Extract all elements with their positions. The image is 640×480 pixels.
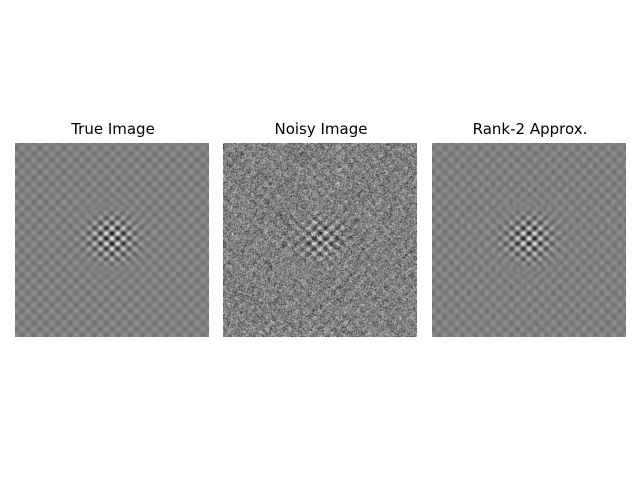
panel-title: True Image (71, 120, 155, 138)
noisy-image-canvas (223, 143, 417, 337)
true-image-canvas (15, 143, 209, 337)
panel-title: Noisy Image (274, 120, 368, 138)
rank2-approx-canvas (432, 143, 626, 337)
panel-title: Rank-2 Approx. (472, 120, 588, 138)
